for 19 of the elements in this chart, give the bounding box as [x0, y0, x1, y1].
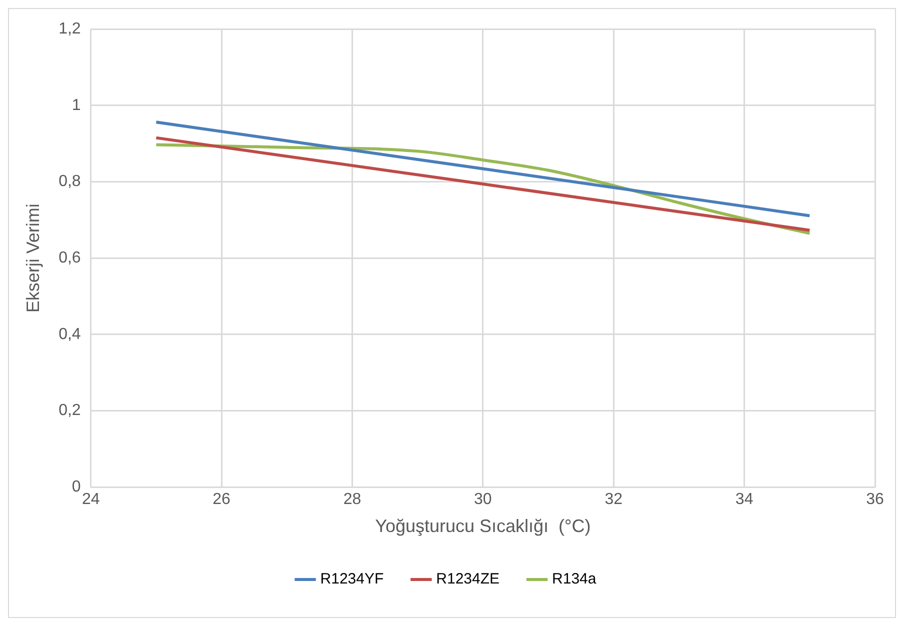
y-tick-label: 0,4	[58, 326, 81, 343]
x-tick-label: 28	[343, 491, 362, 508]
x-tick-label: 24	[82, 491, 100, 508]
legend-label: R1234ZE	[436, 570, 500, 588]
x-tick-label: 26	[212, 491, 231, 508]
y-tick-label: 0	[72, 478, 81, 496]
y-tick-label: 1,2	[58, 20, 81, 38]
legend-label: R1234YF	[320, 570, 384, 588]
legend-label: R134a	[552, 570, 597, 588]
y-tick-label: 1	[72, 96, 81, 114]
x-axis-title: Yoğuşturucu Sıcaklığı (°C)	[375, 516, 591, 536]
x-tick-label: 32	[604, 491, 623, 508]
x-tick-label: 30	[474, 491, 492, 508]
y-tick-label: 0,8	[58, 173, 81, 190]
y-tick-label: 0,6	[58, 250, 81, 267]
x-tick-label: 34	[735, 491, 754, 508]
y-tick-label: 0,2	[58, 402, 81, 420]
y-axis-title: Ekserji Verimi	[22, 204, 43, 313]
x-tick-label: 36	[866, 491, 884, 508]
